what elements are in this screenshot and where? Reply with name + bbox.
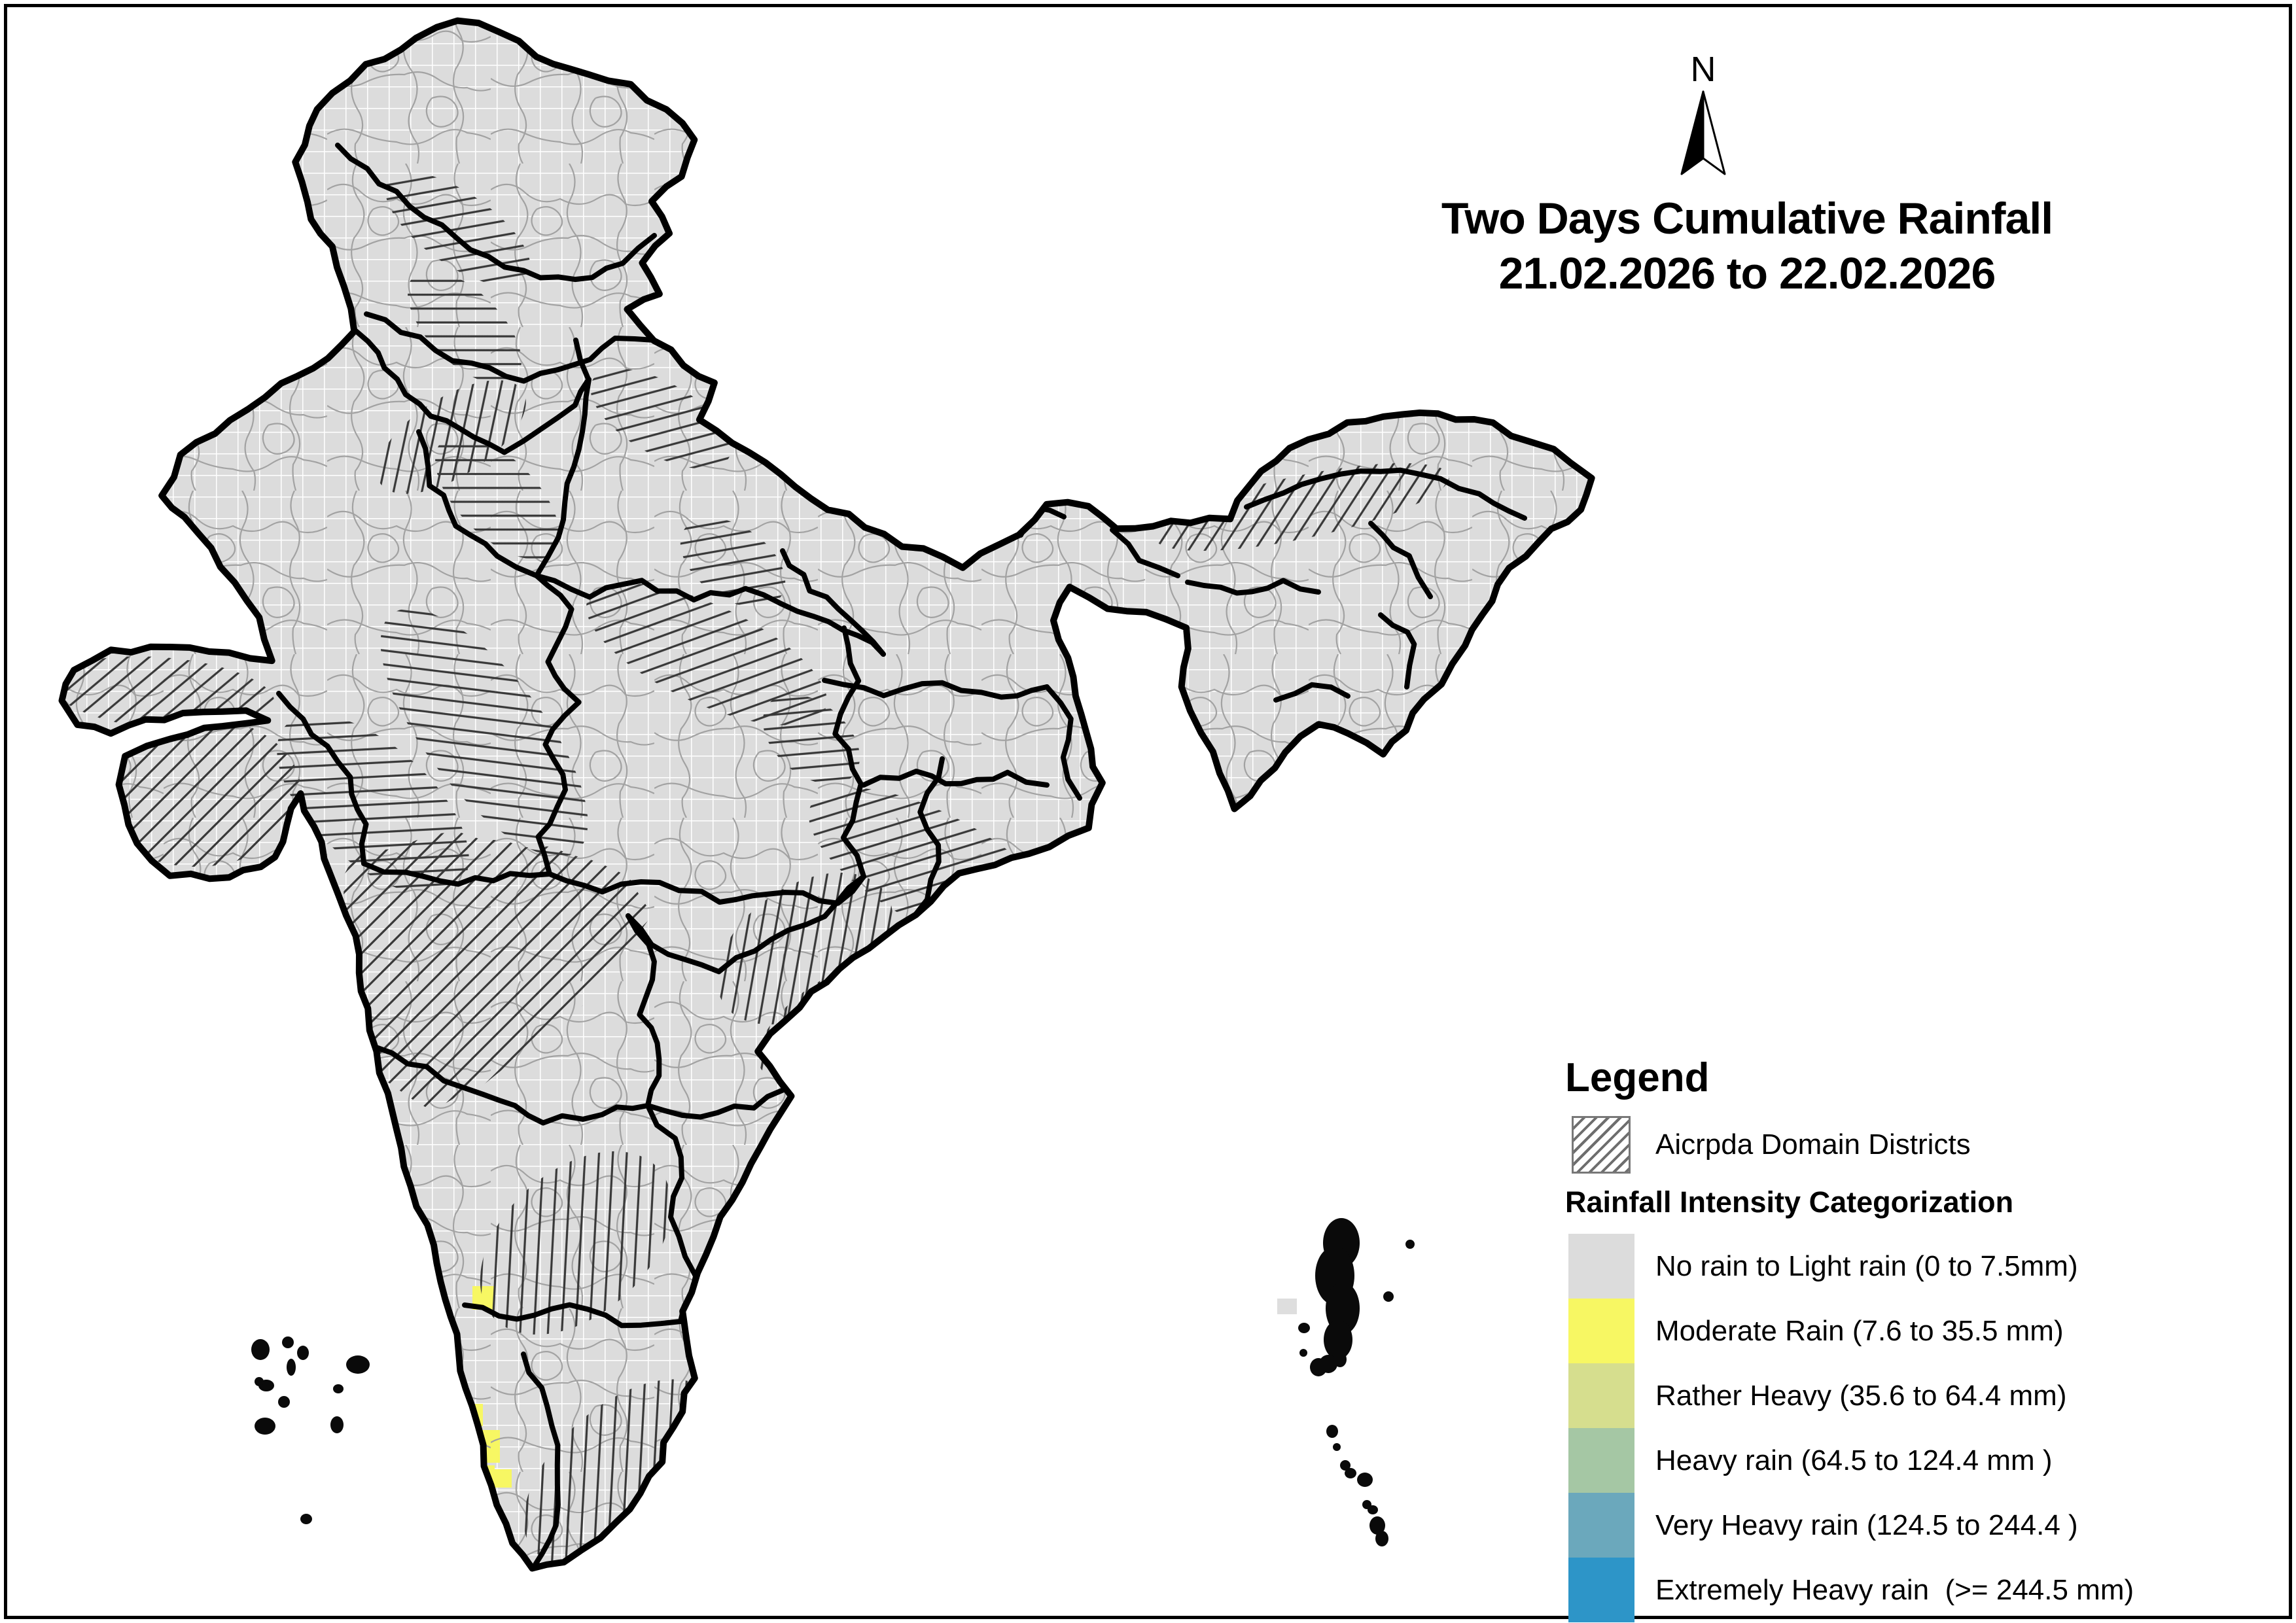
class-label: No rain to Light rain (0 to 7.5mm) — [1655, 1249, 2078, 1282]
legend-row: No rain to Light rain (0 to 7.5mm) — [1568, 1234, 2219, 1299]
andaman-nicobar-lakshadweep-islands — [251, 1218, 1415, 1546]
class-label: Heavy rain (64.5 to 124.4 mm ) — [1655, 1444, 2053, 1476]
class-swatch — [1568, 1428, 1634, 1493]
legend-domain-row: Aicrpda Domain Districts — [1572, 1116, 2219, 1174]
class-swatch — [1568, 1234, 1634, 1299]
state-borders — [276, 143, 1527, 1569]
legend-row: Very Heavy rain (124.5 to 244.4 ) — [1568, 1493, 2219, 1558]
class-swatch — [1568, 1493, 1634, 1558]
class-label: Extremely Heavy rain (>= 244.5 mm) — [1655, 1573, 2134, 1606]
class-swatch — [1568, 1558, 1634, 1622]
india-outline — [58, 17, 1595, 1572]
legend: Legend Aicrpda Domain Districts Rainfall… — [1565, 1057, 2219, 1622]
legend-classes: No rain to Light rain (0 to 7.5mm) Moder… — [1568, 1234, 2219, 1622]
legend-row: Heavy rain (64.5 to 124.4 mm ) — [1568, 1428, 2219, 1493]
map-title-line1: Two Days Cumulative Rainfall — [1441, 194, 2053, 243]
legend-row: Rather Heavy (35.6 to 64.4 mm) — [1568, 1363, 2219, 1428]
north-arrow: N — [1673, 51, 1733, 179]
legend-domain-label: Aicrpda Domain Districts — [1655, 1128, 1971, 1161]
class-label: Moderate Rain (7.6 to 35.5 mm) — [1655, 1314, 2064, 1347]
class-swatch — [1568, 1299, 1634, 1363]
legend-subheading: Rainfall Intensity Categorization — [1565, 1185, 2014, 1219]
map-title-line2: 21.02.2026 to 22.02.2026 — [1498, 249, 1996, 298]
map-title: Two Days Cumulative Rainfall 21.02.2026 … — [1361, 191, 2133, 301]
class-label: Very Heavy rain (124.5 to 244.4 ) — [1655, 1509, 2078, 1541]
class-label: Rather Heavy (35.6 to 64.4 mm) — [1655, 1379, 2067, 1412]
legend-heading: Legend — [1565, 1055, 1710, 1100]
class-swatch — [1568, 1363, 1634, 1428]
legend-row: Extremely Heavy rain (>= 244.5 mm) — [1568, 1558, 2219, 1622]
hatch-swatch-icon — [1572, 1116, 1631, 1174]
north-arrow-icon — [1680, 90, 1726, 175]
north-label: N — [1690, 50, 1716, 89]
legend-row: Moderate Rain (7.6 to 35.5 mm) — [1568, 1299, 2219, 1363]
